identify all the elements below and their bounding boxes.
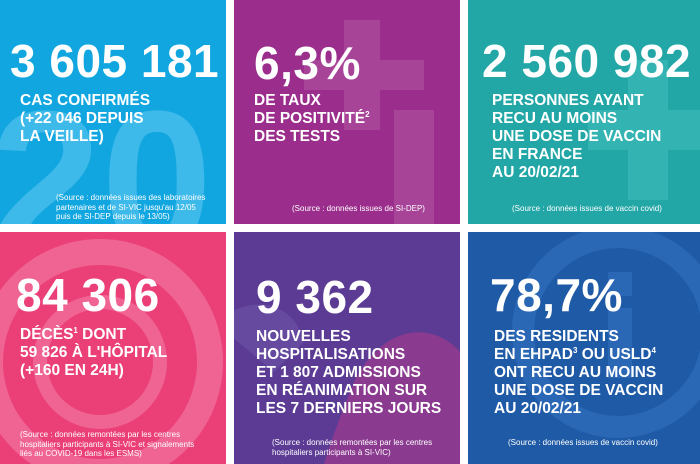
tile-hospitalisations: 9 362 NOUVELLES HOSPITALISATIONS ET 1 80… xyxy=(234,232,460,464)
hospitalisations-number: 9 362 xyxy=(256,271,374,323)
confirmed-cases-source: (Source : données issues des laboratoire… xyxy=(56,193,206,221)
confirmed-cases-description: CAS CONFIRMÉS (+22 046 DEPUIS LA VEILLE) xyxy=(20,92,151,145)
tile-confirmed-cases: 20 3 605 181 CAS CONFIRMÉS (+22 046 DEPU… xyxy=(0,0,226,224)
tile-ehpad-residents: 78,7% DES RESIDENTS EN EHPAD3 OU USLD4 O… xyxy=(468,232,700,464)
deaths-description: DÉCÈS1 DONT 59 826 À L'HÔPITAL (+160 EN … xyxy=(20,325,168,379)
vaccinated-people-description: PERSONNES AYANT RECU AU MOINS UNE DOSE D… xyxy=(492,92,662,181)
confirmed-cases-number: 3 605 181 xyxy=(10,35,220,87)
positivity-rate-number: 6,3% xyxy=(254,37,361,89)
vaccinated-people-source: (Source : données issues de vaccin covid… xyxy=(512,204,662,213)
ehpad-residents-number: 78,7% xyxy=(490,269,623,321)
tile-positivity-rate: 6,3% DE TAUX DE POSITIVITÉ2 DES TESTS (S… xyxy=(234,0,460,224)
tile-deaths: 84 306 DÉCÈS1 DONT 59 826 À L'HÔPITAL (+… xyxy=(0,232,226,464)
deaths-source: (Source : données remontées par les cent… xyxy=(20,430,195,458)
vaccinated-people-number: 2 560 982 xyxy=(482,35,692,87)
positivity-rate-source: (Source : données issues de SI-DEP) xyxy=(292,204,425,213)
tile-vaccinated-people: 2 560 982 PERSONNES AYANT RECU AU MOINS … xyxy=(468,0,700,224)
deaths-number: 84 306 xyxy=(16,269,160,321)
ehpad-residents-source: (Source : données issues de vaccin covid… xyxy=(508,438,658,447)
hospitalisations-description: NOUVELLES HOSPITALISATIONS ET 1 807 ADMI… xyxy=(256,328,442,417)
ehpad-residents-description: DES RESIDENTS EN EHPAD3 OU USLD4 ONT REC… xyxy=(494,328,664,417)
hospitalisations-source: (Source : données remontées par les cent… xyxy=(272,438,433,457)
positivity-rate-description: DE TAUX DE POSITIVITÉ2 DES TESTS xyxy=(254,92,370,145)
